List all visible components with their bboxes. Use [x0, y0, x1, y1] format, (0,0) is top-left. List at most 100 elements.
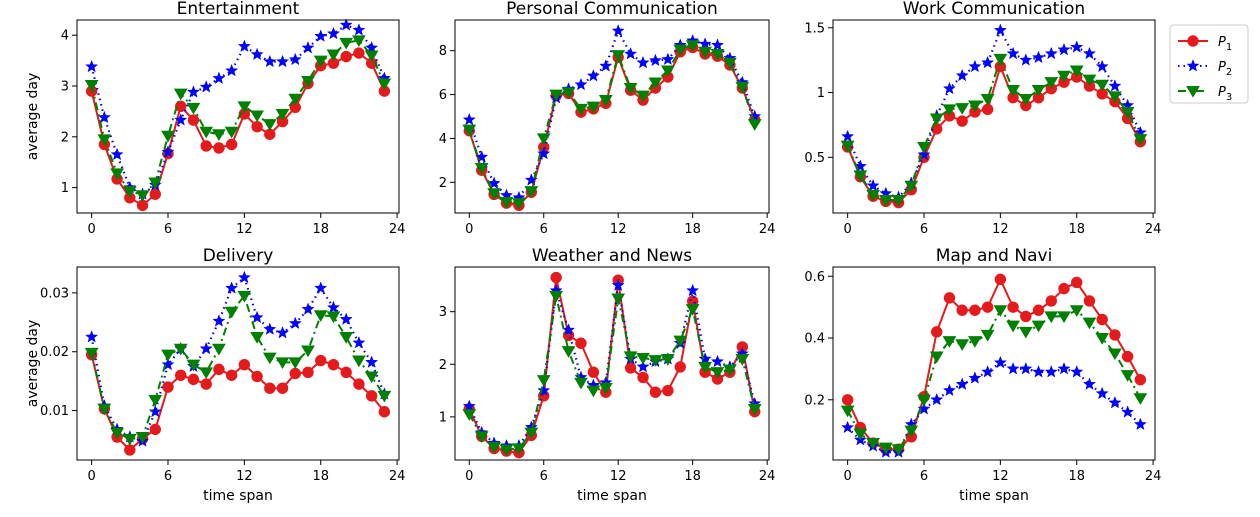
plot-frame [832, 19, 1156, 214]
data-point [339, 18, 353, 31]
data-point [326, 26, 341, 40]
data-point [225, 63, 239, 77]
data-point [723, 364, 737, 377]
data-point [237, 101, 252, 114]
data-point [161, 130, 175, 143]
data-point [352, 355, 366, 368]
plot-frame [76, 266, 400, 461]
y-tick-label: 4 [439, 132, 447, 147]
data-point [250, 310, 264, 324]
data-point [673, 44, 688, 57]
data-point [187, 373, 200, 386]
data-point [955, 339, 970, 351]
data-point [250, 332, 264, 344]
data-point [364, 50, 379, 63]
data-point [561, 346, 576, 358]
data-point [943, 292, 956, 304]
data-point [841, 420, 855, 434]
data-point [1108, 395, 1122, 409]
data-point [710, 354, 725, 368]
legend-entry: P2 [1178, 59, 1232, 78]
x-tick-label: 6 [164, 469, 172, 484]
data-point [698, 46, 712, 59]
series-line [90, 275, 386, 443]
series-line [846, 27, 1142, 199]
series-p3 [462, 40, 762, 210]
data-point [1082, 74, 1097, 87]
data-point [199, 126, 214, 139]
data-point [339, 312, 353, 325]
data-point [930, 392, 944, 406]
data-point [302, 366, 314, 379]
data-point [1020, 310, 1032, 323]
data-point [636, 55, 650, 69]
plot-frame [832, 266, 1156, 461]
data-point [173, 88, 188, 101]
data-point [1095, 386, 1109, 400]
data-point [1006, 361, 1020, 375]
data-point [1083, 295, 1096, 307]
data-point [1031, 50, 1046, 64]
data-point [365, 41, 379, 54]
data-point [968, 336, 982, 348]
data-point [263, 54, 277, 68]
data-point [1031, 320, 1046, 333]
data-point [288, 52, 302, 66]
data-point [1121, 350, 1134, 363]
data-point [364, 371, 379, 384]
data-point [674, 361, 686, 373]
data-point [710, 38, 725, 51]
subplot-6: Map and Navi 0 6 12 18 24 0.2 0.4 0.6 time span [804, 246, 1161, 504]
data-point [929, 351, 944, 364]
data-point [549, 89, 564, 102]
legend-label: P3 [1218, 85, 1232, 103]
data-point [574, 103, 588, 116]
data-point [648, 77, 663, 90]
data-point [586, 69, 600, 82]
data-point [1058, 282, 1070, 295]
data-point [339, 332, 354, 344]
x-tick-label: 24 [389, 469, 406, 484]
data-point [841, 394, 854, 406]
data-point [365, 355, 379, 368]
data-point [1121, 405, 1135, 418]
data-point [1057, 70, 1071, 83]
data-point [866, 438, 880, 450]
data-point [289, 367, 301, 380]
data-point [85, 330, 99, 343]
legend-marker [1187, 35, 1199, 47]
data-point [980, 329, 995, 342]
data-point [1095, 79, 1110, 92]
data-point [747, 119, 762, 131]
data-point [377, 390, 392, 403]
data-point [623, 351, 638, 364]
series-p3 [84, 35, 392, 202]
data-point [574, 377, 588, 390]
data-point [866, 178, 880, 192]
subplot-title: Entertainment [177, 0, 300, 19]
data-point [611, 24, 625, 37]
data-point [550, 271, 562, 284]
data-point [301, 345, 315, 358]
y-tick-label: 8 [439, 44, 447, 59]
plot-frame [454, 19, 770, 214]
data-point [537, 146, 551, 160]
data-point [878, 195, 893, 207]
legend-entry: P3 [1178, 85, 1232, 103]
x-tick-label: 6 [920, 469, 928, 484]
data-point [1031, 365, 1046, 378]
data-point [161, 145, 175, 158]
data-point [1057, 42, 1071, 56]
series-line [90, 39, 386, 197]
data-point [212, 343, 226, 356]
series-line [468, 46, 756, 207]
data-point [942, 81, 957, 95]
data-point [199, 367, 214, 380]
data-point [276, 382, 289, 394]
data-point [968, 59, 982, 73]
data-point [288, 93, 303, 106]
data-point [1044, 77, 1059, 89]
data-point [698, 361, 712, 374]
data-point [487, 176, 501, 189]
y-axis-label: average day [25, 73, 41, 161]
